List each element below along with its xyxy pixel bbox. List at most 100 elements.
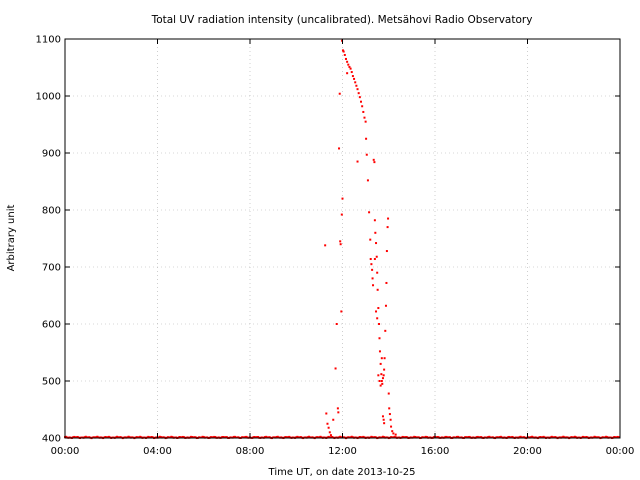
baseline-point <box>414 436 417 439</box>
baseline-point <box>495 436 498 439</box>
baseline-point <box>296 435 299 438</box>
data-point <box>340 213 343 216</box>
baseline-point <box>335 436 338 439</box>
data-point <box>375 255 378 258</box>
baseline-point <box>75 436 78 439</box>
data-point <box>373 258 376 261</box>
data-point <box>343 53 346 56</box>
data-point <box>389 418 392 421</box>
baseline-point <box>201 435 204 438</box>
baseline-point <box>338 436 341 439</box>
baseline-point <box>147 435 150 438</box>
y-tick-label: 700 <box>42 263 61 274</box>
data-point <box>370 263 373 266</box>
baseline-point <box>465 436 468 439</box>
baseline-point <box>309 436 312 439</box>
data-point <box>363 116 366 119</box>
data-point <box>391 430 394 433</box>
y-tick-label: 1100 <box>36 35 61 46</box>
baseline-point <box>551 436 554 439</box>
baseline-point <box>491 436 494 439</box>
baseline-point <box>280 436 283 439</box>
baseline-point <box>257 436 260 439</box>
baseline-point <box>260 436 263 439</box>
baseline-point <box>602 436 605 439</box>
baseline-point <box>383 436 386 439</box>
baseline-point <box>503 436 506 439</box>
baseline-point <box>590 436 593 439</box>
baseline-point <box>460 436 463 439</box>
baseline-point <box>606 436 609 439</box>
baseline-point <box>151 436 154 439</box>
data-point <box>382 418 385 421</box>
baseline-point <box>255 436 258 439</box>
baseline-point <box>371 436 374 439</box>
baseline-point <box>244 435 247 438</box>
baseline-point <box>106 436 109 439</box>
baseline-point <box>466 436 469 439</box>
baseline-point <box>237 436 240 439</box>
baseline-point <box>543 436 546 439</box>
baseline-point <box>116 435 119 438</box>
baseline-point <box>148 436 151 439</box>
baseline-point <box>488 435 491 438</box>
data-point <box>335 323 338 325</box>
baseline-point <box>128 436 131 439</box>
baseline-point <box>498 436 501 439</box>
baseline-point <box>447 436 450 439</box>
baseline-point <box>421 436 424 439</box>
baseline-point <box>169 436 172 439</box>
baseline-point <box>483 436 486 439</box>
baseline-point <box>135 436 138 439</box>
data-point <box>336 407 339 410</box>
baseline-point <box>480 436 483 439</box>
data-point <box>326 422 329 425</box>
data-point <box>341 49 344 52</box>
baseline-point <box>406 436 409 439</box>
baseline-point <box>276 435 279 438</box>
data-point <box>376 271 379 274</box>
data-point <box>368 211 371 214</box>
baseline-point <box>373 436 376 439</box>
baseline-point <box>114 436 117 439</box>
data-point <box>376 288 379 291</box>
baseline-point <box>583 436 586 439</box>
data-point <box>373 219 376 222</box>
baseline-point <box>403 436 406 439</box>
x-tick-label: 00:00 <box>606 446 635 457</box>
data-points <box>324 39 397 437</box>
baseline-point <box>299 436 302 439</box>
baseline-point <box>212 436 214 439</box>
baseline-point <box>423 436 426 439</box>
baseline-point <box>117 436 120 439</box>
data-point <box>381 377 384 380</box>
baseline-point <box>392 436 395 439</box>
data-point <box>387 392 390 395</box>
baseline-point <box>573 435 576 438</box>
baseline-point <box>435 436 438 439</box>
baseline-point <box>444 435 447 438</box>
baseline-point <box>499 435 502 438</box>
baseline-point <box>541 436 544 439</box>
baseline-point <box>194 436 197 439</box>
x-axis-label: Time UT, on date 2013-10-25 <box>268 467 416 478</box>
baseline-point <box>413 435 416 438</box>
baseline-point <box>563 436 566 439</box>
data-point <box>376 317 379 320</box>
data-point <box>360 100 362 103</box>
baseline-point <box>68 436 71 439</box>
baseline-point <box>363 436 366 439</box>
data-point <box>348 65 351 68</box>
baseline-point <box>429 436 432 439</box>
baseline-point <box>561 436 564 439</box>
baseline-point <box>205 436 208 439</box>
baseline-point <box>136 436 139 439</box>
baseline-point <box>360 436 362 439</box>
data-point <box>353 77 356 80</box>
data-point <box>388 413 391 416</box>
baseline-point <box>585 435 588 438</box>
baseline-point <box>107 435 110 438</box>
data-point <box>383 422 386 425</box>
baseline-point <box>401 435 404 438</box>
